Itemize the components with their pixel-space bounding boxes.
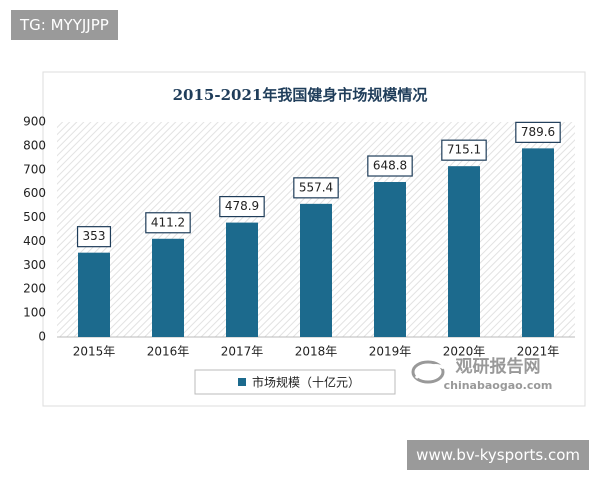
value-label: 411.2 — [151, 215, 185, 229]
y-tick-label: 100 — [23, 306, 46, 320]
value-label-box — [441, 139, 487, 161]
watermark-top: TG: MYYJJPP — [11, 10, 118, 40]
x-tick-label: 2021年 — [517, 345, 560, 359]
y-tick-label: 900 — [23, 115, 46, 129]
x-tick-label: 2020年 — [443, 345, 486, 359]
bar — [78, 252, 110, 337]
y-tick-label: 500 — [23, 210, 46, 224]
logo-url: chinabaogao.com — [444, 379, 553, 392]
value-label: 789.6 — [521, 125, 555, 139]
bar — [374, 182, 406, 337]
value-label: 478.9 — [225, 199, 259, 213]
legend-swatch — [238, 378, 246, 386]
x-tick-label: 2019年 — [369, 345, 412, 359]
chart-title: 2015-2021年我国健身市场规模情况 — [173, 86, 428, 104]
bar — [522, 148, 554, 337]
bar — [300, 203, 332, 337]
legend-box — [194, 369, 396, 395]
value-label: 557.4 — [299, 180, 333, 194]
value-label-box — [219, 195, 265, 218]
y-tick-label: 0 — [38, 330, 46, 344]
logo-name: 观研报告网 — [455, 356, 541, 377]
x-tick-label: 2015年 — [73, 345, 116, 359]
y-tick-label: 800 — [23, 138, 46, 152]
x-tick-label: 2018年 — [295, 345, 338, 359]
value-label-box — [145, 212, 191, 234]
y-tick-label: 400 — [23, 234, 46, 248]
y-tick-label: 700 — [23, 162, 46, 176]
bar — [152, 238, 184, 337]
y-tick-label: 600 — [23, 186, 46, 200]
value-label: 353 — [83, 229, 106, 243]
value-label-box — [367, 155, 413, 177]
logo: 观研报告网 chinabaogao.com — [411, 356, 553, 392]
watermark-bottom: www.bv-kysports.com — [407, 440, 589, 470]
bar — [448, 166, 480, 337]
x-tick-label: 2016年 — [147, 345, 190, 359]
value-label: 648.8 — [373, 159, 407, 173]
value-label-box — [515, 121, 561, 143]
value-label-box — [293, 177, 339, 199]
y-tick-label: 200 — [23, 282, 46, 296]
x-tick-label: 2017年 — [221, 345, 264, 359]
bar — [226, 222, 258, 337]
y-tick-label: 300 — [23, 258, 46, 272]
value-label: 715.1 — [447, 143, 481, 157]
legend-label: 市场规模（十亿元） — [252, 375, 360, 390]
value-label-box — [76, 226, 112, 248]
